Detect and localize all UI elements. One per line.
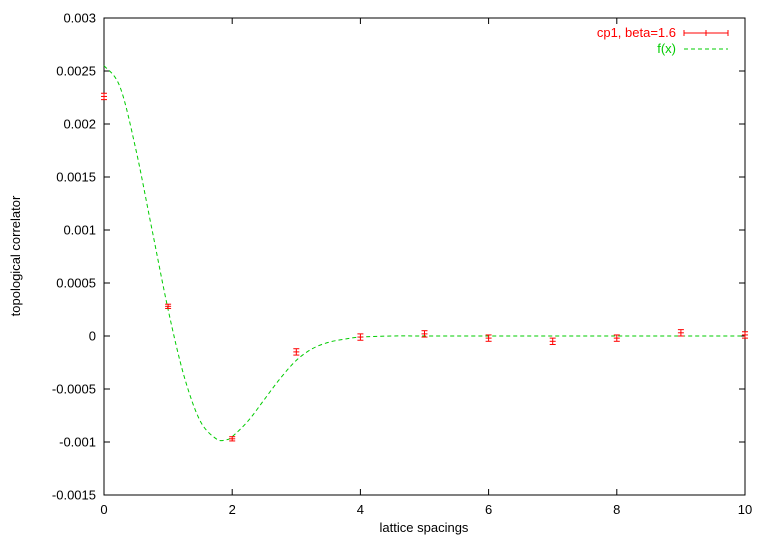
data-point <box>101 92 107 101</box>
fit-curve-line <box>103 65 745 442</box>
y-tick-label: 0.0005 <box>56 276 96 291</box>
data-points-layer <box>101 92 748 442</box>
data-point <box>165 303 172 309</box>
data-point <box>293 348 300 356</box>
x-tick-label: 8 <box>613 502 620 517</box>
data-point <box>421 330 428 338</box>
x-axis-label: lattice spacings <box>380 520 469 535</box>
legend-symbol-series-1 <box>683 30 729 36</box>
x-tick-label: 4 <box>357 502 364 517</box>
y-tick-label: -0.001 <box>59 435 96 450</box>
legend: cp1, beta=1.6 f(x) <box>597 25 729 56</box>
legend-label-series-1: cp1, beta=1.6 <box>597 25 676 40</box>
y-tick-label: 0.0015 <box>56 170 96 185</box>
data-point <box>613 334 620 342</box>
x-axis-ticks: 0 2 4 6 8 10 <box>100 18 752 517</box>
y-tick-label: 0.0025 <box>56 64 96 79</box>
fit-curve-layer <box>103 65 745 442</box>
legend-label-series-2: f(x) <box>657 41 676 56</box>
x-tick-label: 10 <box>738 502 752 517</box>
y-tick-label: 0.003 <box>63 11 96 26</box>
y-tick-label: 0.002 <box>63 117 96 132</box>
x-tick-label: 6 <box>485 502 492 517</box>
x-tick-label: 0 <box>100 502 107 517</box>
plot-frame <box>103 17 746 496</box>
y-tick-label: -0.0015 <box>52 488 96 503</box>
y-axis-ticks: -0.0015 -0.001 -0.0005 0 0.0005 0.001 0.0015 0.… <box>52 11 745 503</box>
y-axis-label: topological correlator <box>8 195 23 316</box>
x-tick-label: 2 <box>229 502 236 517</box>
y-tick-label: -0.0005 <box>52 382 96 397</box>
y-tick-label: 0 <box>89 329 96 344</box>
data-point <box>677 329 684 337</box>
data-point <box>742 331 748 339</box>
data-point <box>229 436 236 442</box>
data-point <box>549 337 556 345</box>
data-point <box>357 333 364 341</box>
data-point <box>485 334 492 342</box>
y-tick-label: 0.001 <box>63 223 96 238</box>
